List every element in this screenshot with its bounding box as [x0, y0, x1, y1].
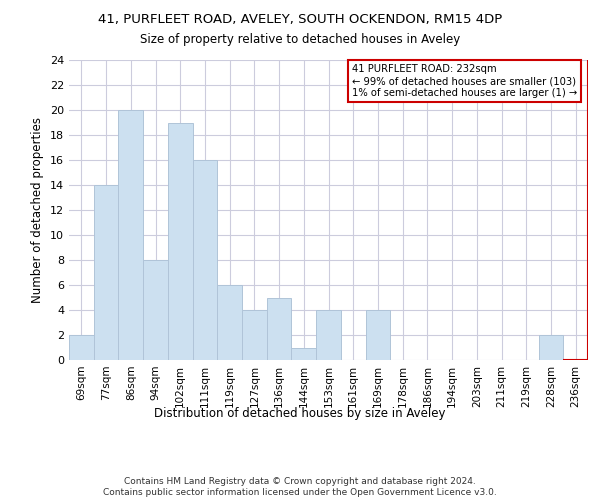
Bar	[118, 110, 143, 360]
Bar	[217, 285, 242, 360]
Bar	[242, 310, 267, 360]
Text: Size of property relative to detached houses in Aveley: Size of property relative to detached ho…	[140, 32, 460, 46]
Bar	[267, 298, 292, 360]
Bar	[193, 160, 217, 360]
Bar	[168, 122, 193, 360]
Text: 41 PURFLEET ROAD: 232sqm
← 99% of detached houses are smaller (103)
1% of semi-d: 41 PURFLEET ROAD: 232sqm ← 99% of detach…	[352, 64, 577, 98]
Bar	[143, 260, 168, 360]
Y-axis label: Number of detached properties: Number of detached properties	[31, 117, 44, 303]
Text: 41, PURFLEET ROAD, AVELEY, SOUTH OCKENDON, RM15 4DP: 41, PURFLEET ROAD, AVELEY, SOUTH OCKENDO…	[98, 12, 502, 26]
Bar	[292, 348, 316, 360]
Bar	[69, 335, 94, 360]
Bar	[365, 310, 390, 360]
Bar	[539, 335, 563, 360]
Text: Distribution of detached houses by size in Aveley: Distribution of detached houses by size …	[154, 408, 446, 420]
Text: Contains HM Land Registry data © Crown copyright and database right 2024.
Contai: Contains HM Land Registry data © Crown c…	[103, 478, 497, 497]
Bar	[94, 185, 118, 360]
Bar	[316, 310, 341, 360]
